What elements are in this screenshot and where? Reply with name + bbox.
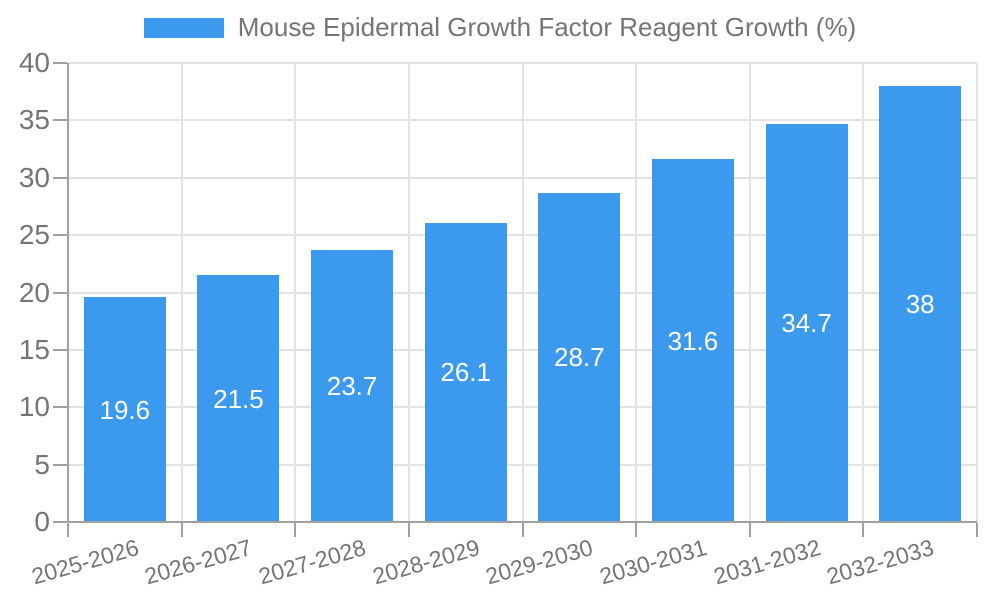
bar-value-label: 31.6: [667, 325, 719, 356]
y-tick-label: 25: [18, 219, 50, 251]
y-tick-mark: [53, 291, 67, 294]
plot-area: 19.6 21.5 23.7 26.1 28.7 31.6 34.7 38: [53, 62, 978, 537]
y-tick-mark: [53, 176, 67, 179]
x-gridline: [407, 63, 410, 522]
bar-value-label: 19.6: [99, 394, 151, 425]
y-tick-mark: [53, 463, 67, 466]
bar-value-label: 28.7: [554, 342, 605, 373]
x-axis-line: [68, 521, 977, 523]
x-gridline: [521, 63, 524, 522]
x-gridline: [748, 63, 751, 522]
bar-2028-2029[interactable]: 26.1: [424, 222, 507, 522]
bar-2025-2026[interactable]: 19.6: [83, 297, 166, 522]
y-axis-line: [67, 63, 69, 522]
legend-item[interactable]: Mouse Epidermal Growth Factor Reagent Gr…: [143, 12, 857, 43]
y-tick-mark: [53, 521, 67, 523]
x-gridline: [180, 63, 183, 522]
bar-value-label: 38: [905, 288, 935, 319]
x-gridline: [976, 63, 978, 522]
x-tick-mark: [294, 523, 297, 537]
legend-swatch-icon: [143, 17, 224, 38]
legend-label: Mouse Epidermal Growth Factor Reagent Gr…: [237, 12, 857, 42]
bar-2027-2028[interactable]: 23.7: [311, 250, 394, 522]
x-gridline: [862, 63, 865, 522]
bar-2026-2027[interactable]: 21.5: [197, 275, 280, 522]
x-tick-mark: [180, 523, 183, 537]
x-tick-label: 2027-2028: [255, 534, 369, 590]
x-tick-label: 2031-2032: [710, 534, 824, 590]
x-tick-label: 2028-2029: [369, 534, 483, 590]
y-tick-mark: [53, 62, 67, 64]
x-tick-mark: [748, 523, 751, 537]
x-tick-label: 2025-2026: [28, 534, 142, 590]
y-tick-label: 15: [18, 333, 50, 365]
x-gridline: [294, 63, 297, 522]
y-tick-mark: [53, 234, 67, 237]
x-tick-label: 2026-2027: [142, 534, 256, 590]
bar-2031-2032[interactable]: 34.7: [765, 123, 848, 522]
y-tick-label: 35: [18, 104, 50, 136]
bar-value-label: 23.7: [326, 371, 378, 402]
x-tick-mark: [635, 523, 638, 537]
bar-2030-2031[interactable]: 31.6: [651, 159, 734, 522]
y-tick-mark: [53, 348, 67, 351]
y-tick-label: 0: [34, 506, 50, 537]
x-tick-mark: [976, 523, 978, 537]
y-tick-label: 10: [18, 391, 50, 423]
x-tick-label: 2030-2031: [596, 534, 710, 590]
x-gridline: [635, 63, 638, 522]
y-tick-label: 20: [18, 276, 50, 308]
bar-value-label: 21.5: [213, 383, 264, 414]
x-tick-mark: [407, 523, 410, 537]
x-tick-mark: [521, 523, 524, 537]
legend: Mouse Epidermal Growth Factor Reagent Gr…: [0, 12, 1000, 43]
bar-value-label: 34.7: [781, 307, 832, 338]
y-tick-mark: [53, 119, 67, 122]
y-tick-label: 5: [34, 448, 50, 480]
x-tick-mark: [67, 523, 69, 537]
y-tick-label: 30: [18, 161, 50, 193]
y-tick-mark: [53, 406, 67, 409]
bar-2029-2030[interactable]: 28.7: [538, 192, 621, 522]
x-tick-label: 2029-2030: [483, 534, 596, 590]
bar-2032-2033[interactable]: 38: [879, 85, 962, 522]
x-tick-label: 2032-2033: [823, 534, 937, 590]
y-tick-label: 40: [18, 47, 50, 78]
bar-value-label: 26.1: [440, 357, 491, 388]
x-tick-mark: [862, 523, 865, 537]
